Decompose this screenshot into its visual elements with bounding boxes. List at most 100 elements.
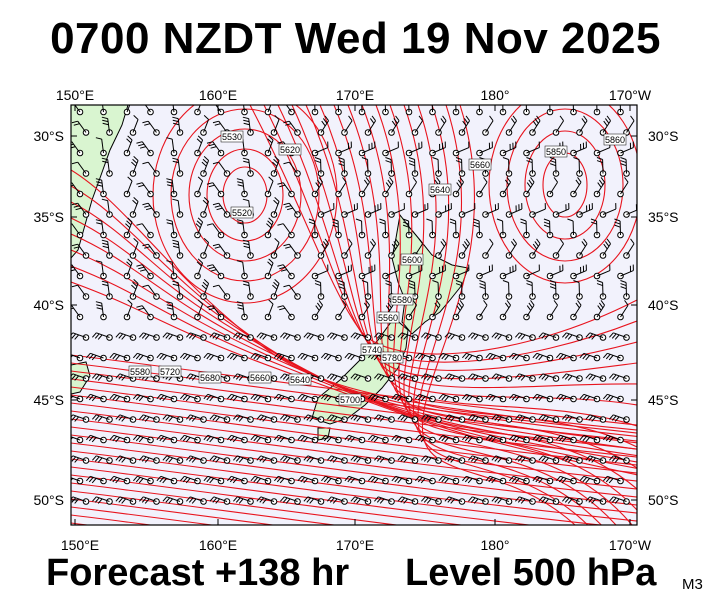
- barb-flag: [133, 115, 139, 120]
- barb-flag: [277, 101, 283, 103]
- wind-barb: [350, 414, 372, 423]
- wind-barb: [71, 305, 84, 321]
- barb-staff: [184, 352, 198, 359]
- barb-flag: [118, 456, 124, 462]
- barb-flag: [338, 160, 345, 164]
- barb-flag: [233, 332, 238, 338]
- barb-staff: [171, 221, 175, 236]
- wind-barb: [86, 352, 107, 362]
- barb-staff: [583, 434, 598, 441]
- barb-flag: [74, 457, 79, 463]
- barb-flag: [94, 333, 100, 339]
- wind-barb: [388, 203, 405, 218]
- wind-barb: [139, 332, 160, 341]
- wind-barb: [515, 373, 536, 382]
- wind-barb: [136, 305, 154, 321]
- barb-flag: [297, 434, 303, 441]
- barb-staff: [71, 477, 81, 482]
- lon-label-170w-top: 170°W: [609, 87, 652, 103]
- barb-flag: [488, 354, 494, 360]
- barb-flag: [280, 496, 285, 502]
- barb-flag: [172, 116, 179, 120]
- wind-barb: [350, 496, 372, 505]
- wind-barb: [462, 393, 483, 403]
- barb-flag: [449, 221, 456, 225]
- barb-flag: [236, 301, 243, 304]
- wind-barb: [344, 434, 366, 444]
- barb-flag: [512, 238, 517, 245]
- barb-staff: [215, 105, 222, 113]
- barb-flag: [115, 437, 120, 443]
- barb-staff: [466, 475, 480, 482]
- barb-flag: [280, 269, 288, 272]
- barb-flag: [391, 120, 397, 127]
- wind-barb: [462, 352, 483, 362]
- barb-flag: [515, 373, 520, 379]
- wind-barb: [532, 393, 554, 403]
- barb-flag: [237, 222, 244, 225]
- barb-staff: [320, 243, 329, 256]
- barb-staff: [71, 305, 81, 318]
- barb-flag: [538, 396, 543, 402]
- lat-label-40s-right: 40°S: [648, 297, 679, 313]
- barb-flag: [544, 416, 549, 422]
- barb-flag: [136, 141, 143, 144]
- barb-flag: [395, 115, 400, 122]
- barb-staff: [555, 243, 564, 256]
- barb-staff: [526, 181, 535, 195]
- barb-flag: [395, 238, 400, 245]
- barb-flag: [567, 375, 573, 381]
- barb-flag: [606, 238, 611, 245]
- barb-staff: [284, 496, 298, 502]
- barb-staff: [472, 373, 486, 379]
- barb-flag: [488, 477, 494, 483]
- barb-staff: [90, 393, 104, 400]
- barb-staff: [254, 434, 269, 441]
- wind-barb: [476, 177, 488, 198]
- barb-staff: [425, 373, 439, 379]
- barb-flag: [277, 223, 284, 226]
- barb-staff: [325, 434, 339, 441]
- wind-barb: [529, 238, 541, 259]
- barb-flag: [491, 496, 497, 502]
- barb-staff: [536, 475, 551, 482]
- barb-staff: [260, 455, 275, 461]
- barb-flag: [253, 395, 259, 401]
- barb-flag: [368, 475, 373, 482]
- barb-flag: [66, 436, 70, 441]
- barb-staff: [203, 119, 210, 133]
- barb-flag: [314, 160, 321, 164]
- barb-flag: [327, 414, 332, 420]
- barb-staff: [237, 455, 251, 461]
- barb-flag: [373, 478, 379, 484]
- barb-flag: [121, 375, 126, 381]
- wind-barb: [562, 455, 583, 464]
- barb-flag: [132, 199, 138, 205]
- barb-flag: [209, 355, 214, 361]
- barb-staff: [502, 147, 517, 154]
- barb-staff: [519, 414, 533, 420]
- barb-flag: [538, 414, 544, 420]
- barb-flag: [400, 415, 406, 421]
- wind-barb: [277, 182, 295, 198]
- barb-flag: [479, 286, 486, 290]
- barb-flag: [517, 415, 523, 421]
- barb-staff: [160, 475, 175, 482]
- barb-flag: [608, 355, 614, 361]
- barb-flag: [203, 434, 209, 441]
- barb-flag: [227, 475, 232, 482]
- barb-staff: [267, 180, 274, 195]
- barb-staff: [137, 352, 151, 359]
- barb-flag: [115, 373, 121, 379]
- barb-staff: [203, 242, 210, 256]
- barb-staff: [472, 455, 486, 461]
- barb-flag: [496, 218, 503, 222]
- barb-staff: [273, 119, 280, 133]
- barb-staff: [589, 332, 604, 338]
- contour-line: [71, 354, 637, 426]
- barb-flag: [250, 393, 256, 400]
- barb-flag: [321, 352, 326, 359]
- barb-flag: [112, 395, 118, 401]
- wind-barb: [609, 373, 630, 382]
- barb-staff: [589, 455, 604, 461]
